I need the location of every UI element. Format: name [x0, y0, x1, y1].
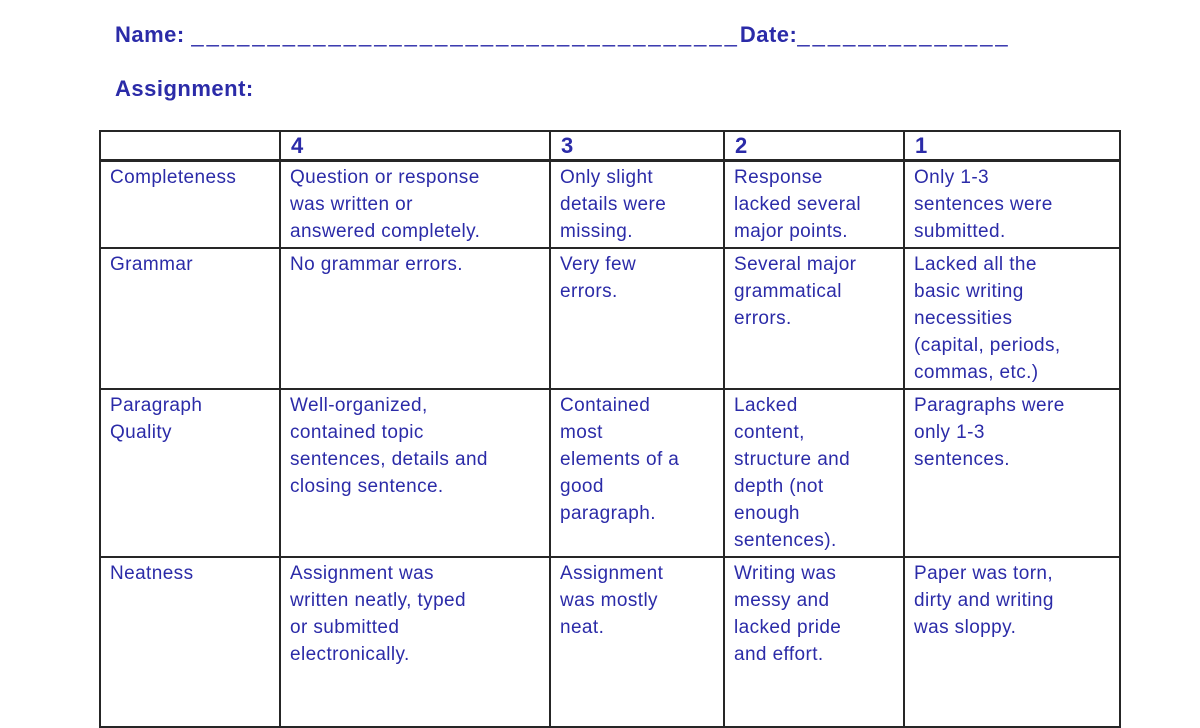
assignment-label: Assignment:	[115, 76, 254, 101]
rubric-cell: Well-organized, contained topic sentence…	[279, 388, 551, 558]
rubric-cell: Only 1-3 sentences were submitted.	[903, 159, 1121, 249]
score-header-row: 4 3 2 1	[99, 130, 1121, 162]
rubric-cell: Response lacked several major points.	[723, 159, 905, 249]
score-header-3: 3	[549, 130, 725, 162]
rubric-cell: Several major grammatical errors.	[723, 247, 905, 390]
criterion-header-empty	[99, 130, 281, 162]
rubric-row-grammar: Grammar No grammar errors. Very few erro…	[99, 247, 1121, 390]
criterion-paragraph-quality: Paragraph Quality	[99, 388, 281, 558]
criterion-grammar: Grammar	[99, 247, 281, 390]
rubric-cell: Lacked all the basic writing necessities…	[903, 247, 1121, 390]
score-header-2: 2	[723, 130, 905, 162]
rubric-cell: Contained most elements of a good paragr…	[549, 388, 725, 558]
date-label: Date:	[739, 22, 798, 47]
score-header-1: 1	[903, 130, 1121, 162]
rubric-row-neatness: Neatness Assignment was written neatly, …	[99, 556, 1121, 728]
rubric-cell: Lacked content, structure and depth (not…	[723, 388, 905, 558]
rubric-cell: Very few errors.	[549, 247, 725, 390]
rubric-cell: No grammar errors.	[279, 247, 551, 390]
rubric-cell: Writing was messy and lacked pride and e…	[723, 556, 905, 728]
rubric-cell: Paper was torn, dirty and writing was sl…	[903, 556, 1121, 728]
date-blank-line: ______________	[797, 22, 1011, 47]
rubric-row-completeness: Completeness Question or response was wr…	[99, 159, 1121, 249]
name-label: Name:	[115, 22, 185, 47]
criterion-neatness: Neatness	[99, 556, 281, 728]
criterion-completeness: Completeness	[99, 159, 281, 249]
rubric-cell: Assignment was mostly neat.	[549, 556, 725, 728]
rubric-cell: Question or response was written or answ…	[279, 159, 551, 249]
score-header-4: 4	[279, 130, 551, 162]
rubric-row-paragraph-quality: Paragraph Quality Well-organized, contai…	[99, 388, 1121, 558]
rubric-cell: Assignment was written neatly, typed or …	[279, 556, 551, 728]
rubric-table: 4 3 2 1 Completeness Question or respons…	[99, 130, 1121, 728]
rubric-cell: Paragraphs were only 1-3 sentences.	[903, 388, 1121, 558]
name-blank-line: ____________________________________	[191, 22, 740, 47]
name-date-row: Name: __________________________________…	[115, 22, 1011, 48]
rubric-cell: Only slight details were missing.	[549, 159, 725, 249]
